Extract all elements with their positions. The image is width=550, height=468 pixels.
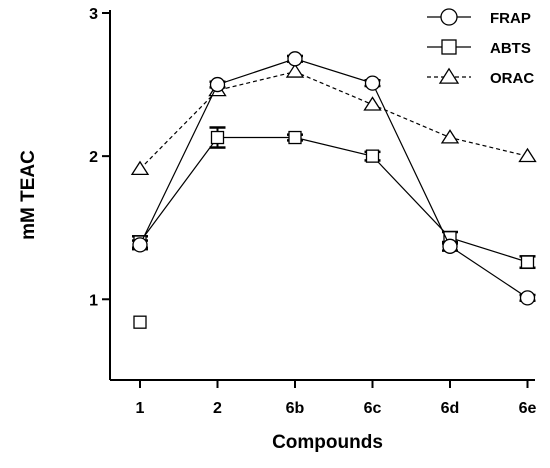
- y-tick-label: 3: [89, 6, 98, 23]
- x-axis-title: Compounds: [272, 432, 383, 453]
- legend-marker-triangle: [438, 67, 460, 84]
- data-point-frap: [519, 290, 536, 306]
- data-point-orac: [518, 147, 537, 163]
- data-point-frap: [442, 238, 458, 254]
- y-tick-label: 1: [89, 292, 98, 309]
- x-tick-label: 6d: [441, 400, 460, 417]
- series-line-abts: [139, 136, 528, 263]
- legend: FRAP ABTS ORAC: [427, 8, 534, 87]
- legend-label: ABTS: [490, 40, 531, 57]
- legend-label: FRAP: [490, 10, 531, 27]
- data-point-frap: [132, 237, 148, 253]
- legend-item-frap: FRAP: [427, 8, 531, 27]
- x-tick-label: 6b: [286, 400, 305, 417]
- y-axis-title: mM TEAC: [18, 150, 39, 240]
- data-point-frap: [364, 75, 381, 91]
- data-point-orac: [440, 129, 460, 144]
- data-point-frap: [287, 51, 303, 67]
- data-point-frap: [209, 76, 226, 93]
- legend-item-orac: ORAC: [427, 67, 534, 87]
- series-frap: [132, 51, 536, 306]
- x-tick-label: 2: [213, 400, 222, 417]
- data-point-abts: [210, 130, 225, 145]
- data-point-orac: [285, 63, 305, 78]
- series-layer: [130, 51, 537, 329]
- data-point-orac: [363, 96, 382, 111]
- x-tick-label: 6c: [364, 400, 382, 417]
- legend-label: ORAC: [490, 70, 534, 87]
- legend-marker-square: [441, 39, 457, 55]
- series-line-orac: [139, 71, 528, 170]
- series-line-frap: [139, 58, 528, 299]
- series-abts: [132, 126, 536, 270]
- legend-marker-circle: [440, 8, 458, 26]
- axes: [109, 10, 535, 381]
- x-tick-label: 6e: [519, 400, 537, 417]
- y-ticks: 1 2 3: [89, 6, 110, 309]
- data-point-abts: [365, 149, 380, 163]
- outlier-point-abts: [133, 315, 147, 329]
- legend-item-abts: ABTS: [427, 39, 531, 57]
- x-tick-label: 1: [136, 400, 145, 417]
- data-point-abts: [520, 255, 535, 269]
- data-point-abts: [288, 130, 302, 145]
- series-orac: [130, 63, 537, 176]
- data-point-orac: [130, 160, 150, 176]
- x-ticks: 1 2 6b 6c 6d 6e: [136, 380, 537, 417]
- y-tick-label: 2: [89, 149, 98, 166]
